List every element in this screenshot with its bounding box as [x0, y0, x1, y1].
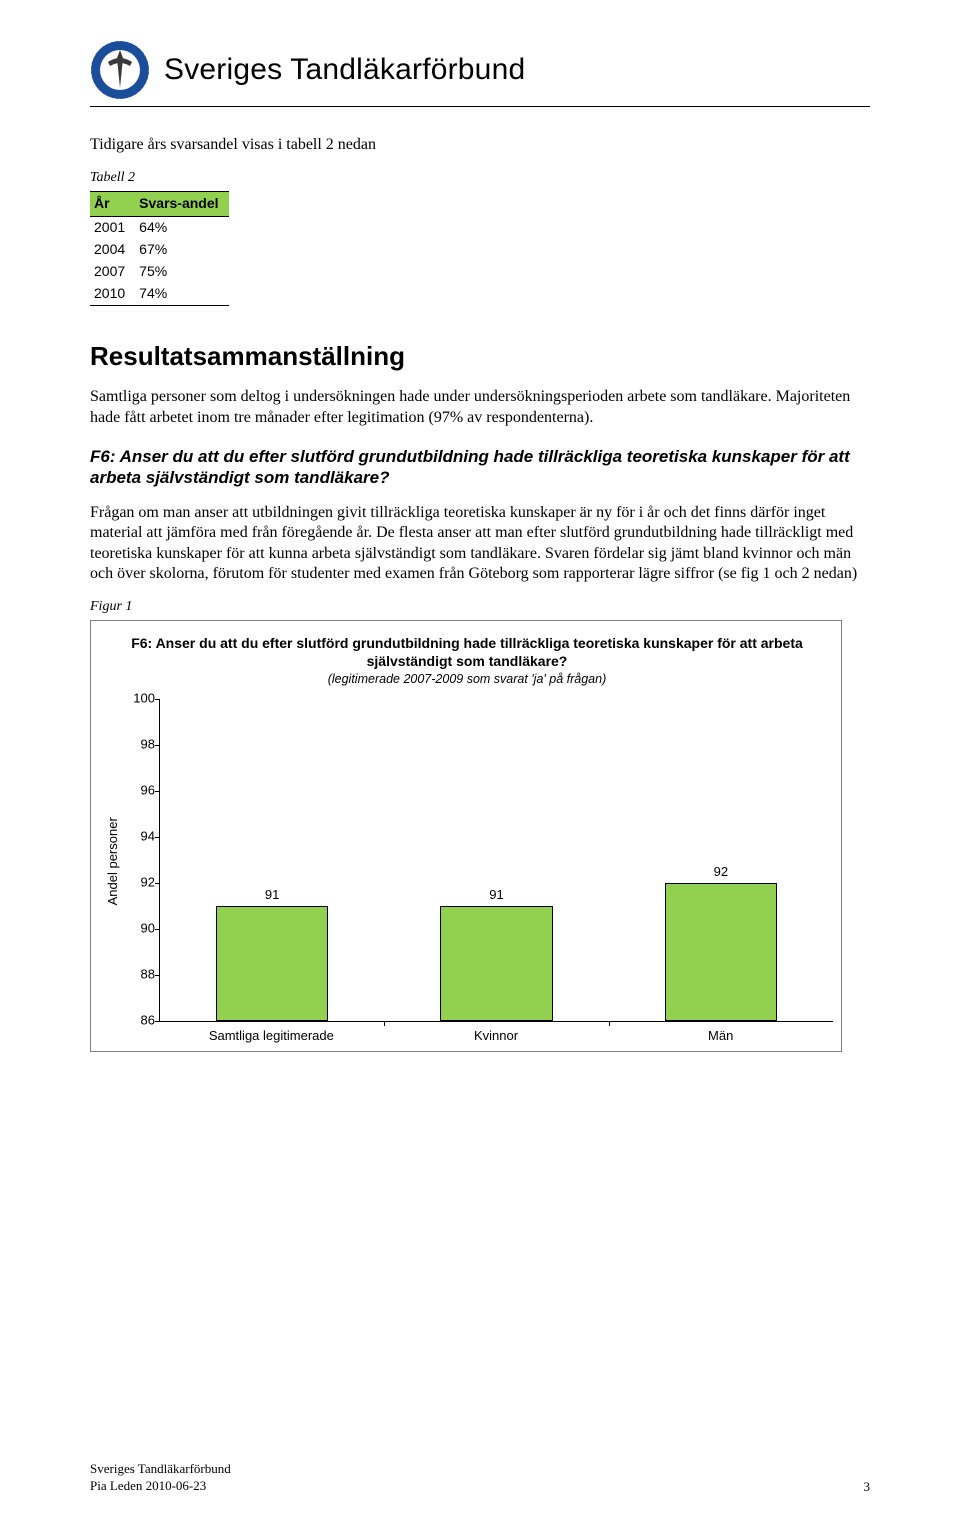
- page-header: Sveriges Tandläkarförbund: [90, 40, 870, 100]
- chart-title: F6: Anser du att du efter slutförd grund…: [131, 635, 803, 670]
- table2: År Svars-andel 2001 64% 2004 67% 2007 75…: [90, 191, 229, 306]
- table-row: 2001 64%: [90, 217, 229, 239]
- footer-line1: Sveriges Tandläkarförbund: [90, 1461, 231, 1478]
- page-footer: Sveriges Tandläkarförbund Pia Leden 2010…: [90, 1461, 870, 1495]
- chart-ytick-label: 92: [141, 875, 155, 892]
- chart-plot-row: Andel personer 86889092949698100 919192: [101, 699, 833, 1022]
- figure1-caption: Figur 1: [90, 598, 870, 616]
- chart-ylabel: Andel personer: [105, 817, 122, 905]
- section-heading: Resultatsammanställning: [90, 340, 870, 373]
- chart-xcat-label: Samtliga legitimerade: [159, 1022, 384, 1045]
- chart-ytick-label: 90: [141, 921, 155, 938]
- table-row: 2010 74%: [90, 283, 229, 305]
- table2-caption: Tabell 2: [90, 169, 870, 187]
- cell-year: 2007: [90, 261, 135, 283]
- figure1-chart: F6: Anser du att du efter slutförd grund…: [90, 620, 842, 1052]
- table2-body: 2001 64% 2004 67% 2007 75% 2010 74%: [90, 217, 229, 306]
- chart-ytick-mark: [155, 837, 160, 838]
- chart-ytick-mark: [155, 975, 160, 976]
- chart-yticks: 86889092949698100: [125, 699, 159, 1021]
- cell-value: 74%: [135, 283, 228, 305]
- org-seal-icon: [90, 40, 150, 100]
- cell-year: 2010: [90, 283, 135, 305]
- chart-xtick-mark: [609, 1021, 610, 1026]
- org-title: Sveriges Tandläkarförbund: [164, 53, 525, 87]
- chart-ytick-label: 94: [141, 829, 155, 846]
- chart-ylabel-col: Andel personer: [101, 699, 125, 1022]
- body: Tidigare års svarsandel visas i tabell 2…: [90, 135, 870, 1052]
- cell-year: 2004: [90, 239, 135, 261]
- chart-ytick-mark: [155, 1021, 160, 1022]
- chart-ytick-label: 86: [141, 1013, 155, 1030]
- chart-bar-value: 91: [441, 887, 551, 904]
- chart-bar: 91: [440, 906, 552, 1021]
- cell-value: 67%: [135, 239, 228, 261]
- table2-header-value: Svars-andel: [135, 192, 228, 217]
- question-f6: F6: Anser du att du efter slutförd grund…: [90, 446, 870, 489]
- para-1: Samtliga personer som deltog i undersökn…: [90, 387, 870, 428]
- chart-subtitle: (legitimerade 2007-2009 som svarat 'ja' …: [101, 671, 833, 687]
- chart-ytick-mark: [155, 745, 160, 746]
- para-2: Frågan om man anser att utbildningen giv…: [90, 503, 870, 585]
- footer-line2: Pia Leden 2010-06-23: [90, 1478, 231, 1495]
- page: Sveriges Tandläkarförbund Tidigare års s…: [0, 0, 960, 1527]
- chart-ytick-label: 98: [141, 737, 155, 754]
- footer-page-number: 3: [864, 1479, 871, 1495]
- chart-xcat-label: Män: [608, 1022, 833, 1045]
- table-row: 2004 67%: [90, 239, 229, 261]
- chart-bar-value: 92: [666, 864, 776, 881]
- chart-bar: 91: [216, 906, 328, 1021]
- cell-value: 64%: [135, 217, 228, 239]
- chart-ytick-mark: [155, 699, 160, 700]
- chart-plot-area: 91 91 92: [159, 699, 833, 1022]
- chart-ytick-label: 96: [141, 783, 155, 800]
- chart-xtick-mark: [384, 1021, 385, 1026]
- table-row: 2007 75%: [90, 261, 229, 283]
- chart-ytick-mark: [155, 791, 160, 792]
- table2-header-year: År: [90, 192, 135, 217]
- chart-ytick-label: 100: [133, 691, 155, 708]
- chart-xcat-label: Kvinnor: [384, 1022, 609, 1045]
- chart-bar: 92: [665, 883, 777, 1021]
- chart-ytick-mark: [155, 929, 160, 930]
- chart-xcats: Samtliga legitimeradeKvinnorMän: [159, 1022, 833, 1045]
- intro-line: Tidigare års svarsandel visas i tabell 2…: [90, 135, 870, 155]
- cell-value: 75%: [135, 261, 228, 283]
- cell-year: 2001: [90, 217, 135, 239]
- chart-ytick-label: 88: [141, 967, 155, 984]
- chart-bar-value: 91: [217, 887, 327, 904]
- footer-left: Sveriges Tandläkarförbund Pia Leden 2010…: [90, 1461, 231, 1495]
- header-rule: [90, 106, 870, 107]
- chart-ytick-mark: [155, 883, 160, 884]
